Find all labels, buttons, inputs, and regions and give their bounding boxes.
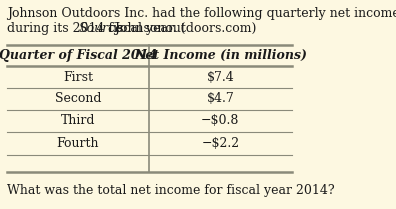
Text: Johnson Outdoors Inc. had the following quarterly net incomes: Johnson Outdoors Inc. had the following … [7,6,396,20]
Text: −$2.2: −$2.2 [201,137,240,150]
Text: −$0.8: −$0.8 [201,115,240,127]
Text: Quarter of Fiscal 2014: Quarter of Fiscal 2014 [0,49,157,62]
Text: $4.7: $4.7 [206,92,234,105]
Text: What was the total net income for fiscal year 2014?: What was the total net income for fiscal… [7,184,334,197]
Text: Net Income (in millions): Net Income (in millions) [134,49,307,62]
Text: $7.4: $7.4 [206,71,234,84]
Text: Source:: Source: [79,22,128,35]
Text: Fourth: Fourth [57,137,99,150]
Text: First: First [63,71,93,84]
Text: Johnsonoutdoors.com): Johnsonoutdoors.com) [111,22,256,35]
Text: Third: Third [61,115,95,127]
Text: during its 2014 fiscal year. (: during its 2014 fiscal year. ( [7,22,185,35]
Text: Second: Second [55,92,101,105]
